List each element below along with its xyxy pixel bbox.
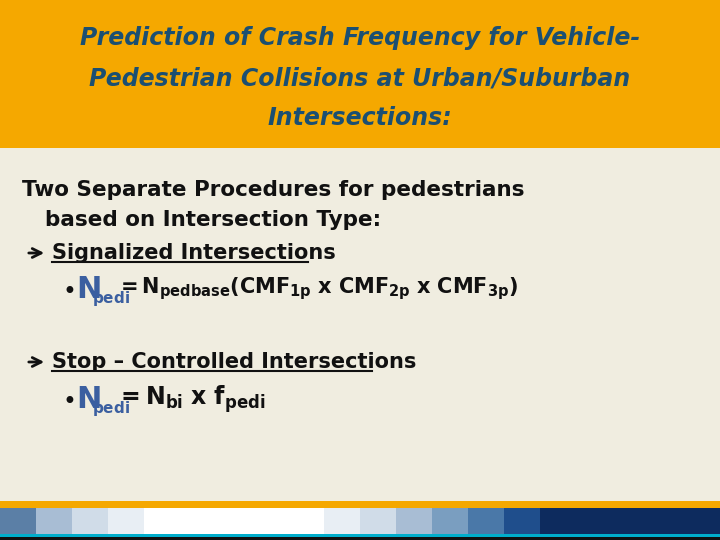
Bar xyxy=(288,508,324,534)
Text: •: • xyxy=(62,280,76,304)
Bar xyxy=(432,508,468,534)
Text: Intersections:: Intersections: xyxy=(268,106,452,130)
Bar xyxy=(0,508,36,534)
Bar xyxy=(324,508,360,534)
Text: •: • xyxy=(62,390,76,414)
Bar xyxy=(252,508,288,534)
Bar xyxy=(108,508,144,534)
Text: Two Separate Procedures for pedestrians: Two Separate Procedures for pedestrians xyxy=(22,180,524,200)
Text: Prediction of Crash Frequency for Vehicle-: Prediction of Crash Frequency for Vehicl… xyxy=(80,26,640,50)
Text: Stop – Controlled Intersections: Stop – Controlled Intersections xyxy=(52,352,416,372)
Bar xyxy=(180,508,216,534)
Text: $\mathbf{N}$: $\mathbf{N}$ xyxy=(76,274,101,303)
Text: $\mathbf{= N_{bi}\ x\ f_{pedi}}$: $\mathbf{= N_{bi}\ x\ f_{pedi}}$ xyxy=(116,383,266,415)
Bar xyxy=(504,508,540,534)
Bar xyxy=(0,501,720,508)
Text: $\mathbf{= N_{pedbase}(CMF_{1p}\ x\ CMF_{2p}\ x\ CMF_{3p})}$: $\mathbf{= N_{pedbase}(CMF_{1p}\ x\ CMF_… xyxy=(116,275,518,302)
Bar xyxy=(684,508,720,534)
Text: $\mathbf{pedi}$: $\mathbf{pedi}$ xyxy=(92,289,130,308)
Bar xyxy=(360,508,396,534)
Bar xyxy=(0,534,720,537)
Bar xyxy=(540,508,576,534)
Bar xyxy=(144,508,180,534)
Bar xyxy=(216,508,252,534)
Bar xyxy=(0,537,720,540)
Bar xyxy=(396,508,432,534)
Bar xyxy=(72,508,108,534)
Bar xyxy=(648,508,684,534)
Bar xyxy=(468,508,504,534)
Bar xyxy=(576,508,612,534)
Text: $\mathbf{pedi}$: $\mathbf{pedi}$ xyxy=(92,400,130,419)
Bar xyxy=(36,508,72,534)
Bar xyxy=(0,148,720,502)
Text: based on Intersection Type:: based on Intersection Type: xyxy=(45,210,381,230)
Bar xyxy=(0,0,720,148)
Bar xyxy=(612,508,648,534)
Text: Signalized Intersections: Signalized Intersections xyxy=(52,243,336,263)
Text: $\mathbf{N}$: $\mathbf{N}$ xyxy=(76,384,101,414)
Text: Pedestrian Collisions at Urban/Suburban: Pedestrian Collisions at Urban/Suburban xyxy=(89,66,631,90)
